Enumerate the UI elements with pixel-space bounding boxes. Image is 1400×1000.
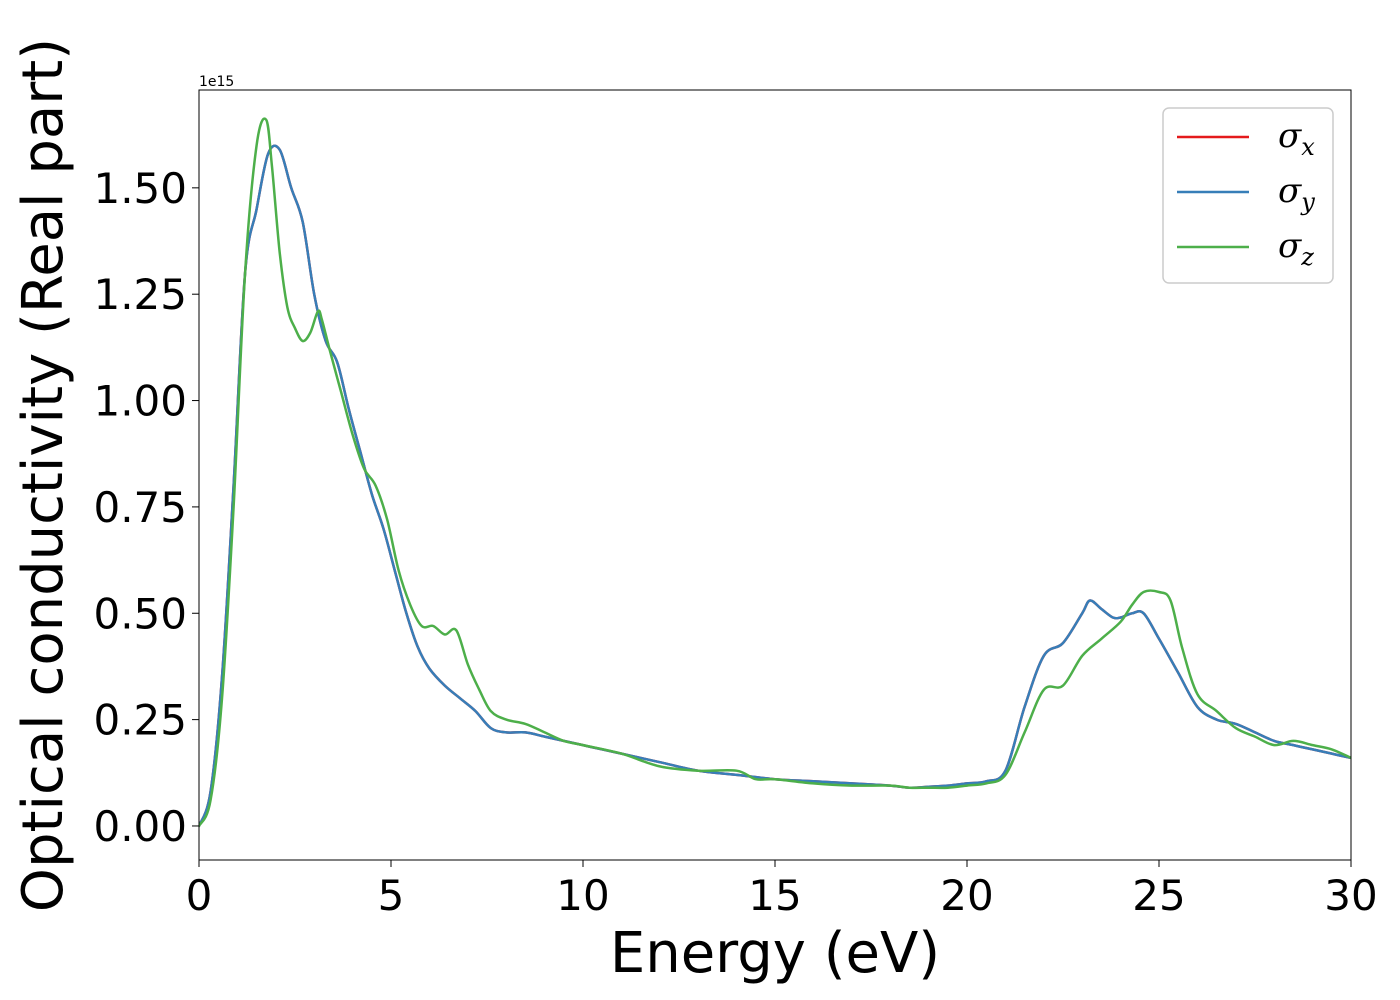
y-tick-label: 0.25: [93, 696, 187, 745]
series-line-z: [199, 117, 1351, 828]
y-tick-label: 1.00: [93, 377, 187, 426]
y-tick-label: 0.50: [93, 589, 187, 638]
y-axis-title: Optical conductivity (Real part): [11, 38, 76, 912]
series-layer: [199, 117, 1351, 828]
x-axis: 0 5 10 15 20 25 30: [186, 860, 1378, 920]
x-tick-label: 10: [556, 871, 609, 920]
x-tick-label: 25: [1132, 871, 1185, 920]
x-axis-title: Energy (eV): [610, 921, 940, 986]
x-tick-label: 0: [186, 871, 213, 920]
x-tick-label: 15: [748, 871, 801, 920]
y-tick-label: 0.00: [93, 802, 187, 851]
series-line-y: [199, 144, 1351, 828]
y-tick-label: 0.75: [93, 483, 187, 532]
x-tick-label: 20: [940, 871, 993, 920]
x-tick-label: 30: [1324, 871, 1377, 920]
legend-box: [1162, 107, 1334, 284]
x-tick-label: 5: [378, 871, 405, 920]
y-tick-label: 1.50: [93, 164, 187, 213]
y-axis: 0.00 0.25 0.50 0.75 1.00 1.25 1.50: [93, 164, 199, 851]
y-offset-text: 1e15: [199, 74, 234, 90]
y-tick-label: 1.25: [93, 270, 187, 319]
